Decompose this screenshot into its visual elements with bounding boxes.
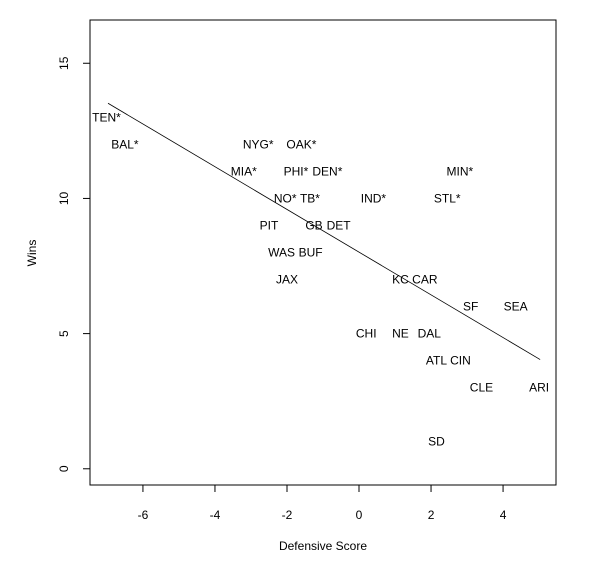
point-label: NO* [274,191,297,205]
point-label: TB* [300,191,320,205]
point-labels: TEN* BAL* NYG* OAK* MIA* PHI* DEN* MIN* NO* TB* IN… [92,110,549,448]
y-tick-label: 10 [57,191,71,205]
x-tick-label: 4 [500,508,507,522]
point-label: GB [305,218,322,232]
plot-box [89,19,557,486]
x-axis: -6 -4 -2 0 2 4 [138,484,507,522]
y-axis-label: Wins [25,240,39,267]
y-axis: 0 5 10 15 [57,56,91,472]
point-label: ARI [529,381,549,395]
point-label: CLE [470,381,493,395]
point-label: OAK* [286,137,316,151]
x-axis-label: Defensive Score [279,539,367,553]
point-label: PHI* [284,164,309,178]
y-tick-label: 0 [57,465,71,472]
y-tick-label: 15 [57,56,71,70]
point-label: KC [392,273,409,287]
x-tick-label: -4 [210,508,221,522]
point-label: BAL* [111,137,139,151]
point-label: TEN* [92,110,121,124]
point-label: PIT [260,218,279,232]
point-label: DEN* [312,164,342,178]
y-tick-label: 5 [57,330,71,337]
x-tick-label: 0 [356,508,363,522]
point-label: CAR [412,273,438,287]
point-label: STL* [434,191,461,205]
point-label: MIA* [231,164,257,178]
point-label: NE [392,327,409,341]
point-label: SD [428,435,445,449]
point-label: CIN [450,354,471,368]
point-label: CHI [356,327,377,341]
point-label: IND* [361,191,387,205]
point-label: SF [463,300,478,314]
point-label: WAS [268,246,295,260]
point-label: JAX [276,273,298,287]
point-label: DET [327,218,352,232]
point-label: DAL [418,327,442,341]
point-label: MIN* [447,164,474,178]
x-tick-label: 2 [428,508,435,522]
point-label: ATL [426,354,447,368]
regression-line [107,102,541,360]
point-label: SEA [504,300,528,314]
point-label: BUF [299,246,323,260]
x-tick-label: -6 [138,508,149,522]
point-label: NYG* [243,137,274,151]
x-tick-label: -2 [282,508,293,522]
